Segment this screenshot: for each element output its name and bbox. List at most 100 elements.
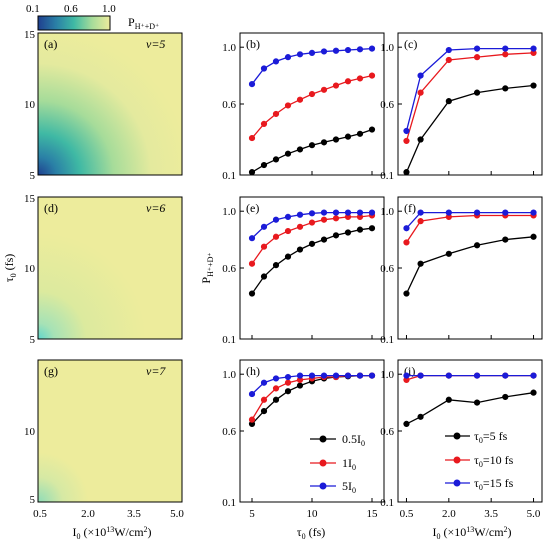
series-point-b-black-9 [356, 130, 364, 137]
panel-label-b: (b) [246, 37, 260, 51]
series-point-f-black-3 [473, 242, 481, 249]
series-point-h-blue-7 [332, 372, 340, 379]
series-point-i-black-5 [530, 389, 537, 396]
series-point-e-black-0 [248, 290, 256, 297]
line-panel-i: (i) 1.0 0.6 0.1 0.5 2.0 3.5 5.0 [380, 359, 543, 520]
heatmap-xlabel: I0 (×1013W/cm2) [72, 525, 151, 541]
series-point-b-black-4 [296, 146, 304, 153]
line-panel-c: (c) 1.0 0.6 0.1 [380, 32, 543, 182]
series-point-f-black-4 [502, 236, 509, 243]
series-point-e-black-2 [272, 262, 280, 269]
line-panel-e: (e) 1.0 0.6 0.1 [222, 196, 385, 346]
series-point-c-red-1 [417, 89, 424, 96]
middle-xlabel: τ0 (fs) [297, 525, 326, 541]
series-point-h-blue-4 [296, 372, 304, 379]
legend-i-marker-2 [453, 479, 461, 487]
legend-i: τ0=5 fs τ0=10 fs τ0=15 fs [445, 429, 514, 492]
ytick-label-h-2: 0.1 [222, 497, 236, 509]
ytick-label-i-1: 0.6 [380, 426, 394, 438]
series-point-b-red-6 [320, 86, 328, 93]
series-point-h-blue-0 [248, 390, 256, 398]
legend-i-marker-0 [453, 432, 461, 440]
series-point-h-blue-3 [284, 373, 292, 381]
series-point-e-black-5 [308, 240, 316, 247]
series-point-e-black-7 [332, 232, 340, 239]
heatmap-d-field [38, 197, 182, 339]
series-line-e-black [251, 227, 373, 294]
heatmap-yticks: 15 10 5 15 10 5 10 5 [24, 29, 36, 506]
hm-a-ytick-10: 10 [24, 99, 36, 111]
series-point-b-blue-8 [344, 46, 352, 54]
panel-frame-c [397, 32, 543, 176]
series-point-i-blue-3 [473, 372, 481, 379]
series-point-e-blue-3 [284, 213, 292, 220]
series-point-b-red-0 [248, 134, 256, 142]
series-point-b-blue-9 [356, 46, 364, 53]
series-line-f-red [405, 214, 534, 243]
series-point-i-blue-4 [502, 372, 509, 379]
series-point-h-blue-8 [344, 372, 352, 379]
line-panel-h: (h) 1.0 0.6 0.1 5 10 15 [222, 359, 385, 520]
series-point-i-blue-2 [445, 372, 452, 379]
ytick-label-e-2: 0.1 [222, 334, 236, 346]
v-label-d: v=6 [146, 201, 165, 215]
ytick-label-b-2: 0.1 [222, 170, 236, 182]
series-point-i-black-3 [473, 399, 481, 406]
series-point-b-red-8 [344, 78, 352, 85]
series-point-h-blue-5 [308, 372, 316, 379]
heatmap-g: (g) v=7 [37, 359, 183, 503]
series-point-f-blue-2 [445, 209, 452, 216]
ytick-label-c-2: 0.1 [380, 170, 394, 182]
panel-label-e: (e) [246, 201, 259, 215]
series-point-e-blue-6 [320, 209, 328, 216]
series-point-c-black-4 [502, 85, 509, 92]
series-point-b-red-10 [368, 72, 376, 79]
series-point-b-blue-10 [368, 45, 376, 52]
series-point-h-red-3 [284, 379, 292, 386]
heatmap-g-frame [37, 359, 183, 503]
series-point-h-red-1 [260, 396, 268, 403]
ytick-label-f-2: 0.1 [380, 334, 394, 346]
series-point-i-black-0 [403, 420, 410, 428]
legend-h-text-2: 5I0 [342, 479, 356, 495]
series-point-b-blue-6 [320, 48, 328, 55]
series-point-f-blue-3 [473, 209, 481, 216]
series-point-e-black-3 [284, 253, 292, 260]
series-point-c-blue-5 [530, 45, 537, 52]
series-point-c-red-4 [502, 51, 509, 58]
series-point-e-black-10 [368, 225, 376, 232]
xtick-label-h-0: 5 [249, 508, 255, 520]
series-point-c-blue-3 [473, 45, 481, 52]
colorbar: 0.1 0.6 1.0 PH⁺+D⁺ [26, 3, 159, 31]
v-label-a: v=5 [146, 37, 165, 51]
series-point-e-blue-9 [356, 209, 364, 216]
ytick-label-e-0: 1.0 [222, 206, 236, 218]
series-point-e-red-3 [284, 227, 292, 235]
series-point-e-red-1 [260, 243, 268, 250]
series-point-f-black-2 [445, 250, 452, 257]
xtick-label-i-2: 3.5 [484, 508, 498, 520]
xtick-label-i-0: 0.5 [400, 508, 414, 520]
colorbar-tick-2: 1.0 [102, 3, 116, 15]
heatmap-a: (a) v=5 [37, 32, 183, 176]
series-point-b-black-2 [272, 156, 280, 163]
series-point-b-black-3 [284, 150, 292, 157]
series-point-f-black-1 [417, 260, 424, 267]
hm-d-ytick-5: 5 [30, 334, 36, 346]
ytick-label-i-0: 1.0 [380, 369, 394, 381]
line-panels: (b) 1.0 0.6 0.1 (c) 1.0 0.6 0.1 (e) 1.0 0.6 0.1 (f) 1… [222, 32, 543, 520]
panel-label-i: (i) [404, 364, 415, 378]
hm-a-ytick-15: 15 [24, 29, 36, 41]
series-point-b-black-6 [320, 139, 328, 146]
series-point-h-red-0 [248, 416, 256, 423]
series-point-b-black-10 [368, 126, 376, 133]
series-point-e-black-8 [344, 229, 352, 236]
series-line-i-black [406, 392, 534, 425]
series-point-e-red-4 [296, 223, 304, 230]
heatmap-d-frame [37, 196, 183, 340]
legend-i-marker-1 [453, 456, 461, 464]
series-point-c-blue-0 [403, 127, 410, 135]
colorbar-label: PH⁺+D⁺ [128, 15, 159, 31]
series-point-e-red-7 [332, 215, 340, 222]
series-point-b-black-1 [260, 161, 268, 169]
